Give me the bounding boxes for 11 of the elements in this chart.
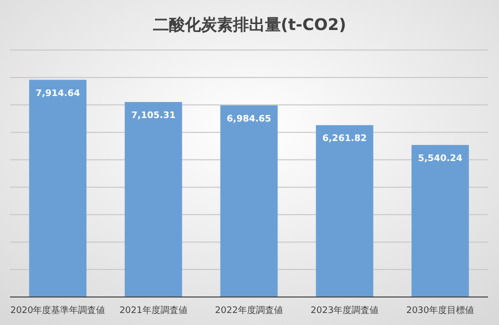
data-label: 6,984.65 [226, 114, 272, 124]
x-tick-label: 2022年度調査値 [215, 305, 283, 316]
data-label: 6,261.82 [322, 134, 367, 144]
x-tick-label: 2030年度目標値 [406, 305, 474, 316]
data-label: 7,914.64 [36, 88, 80, 99]
data-label: 5,540.24 [418, 154, 462, 164]
x-tick-label: 2023年度調査値 [310, 305, 379, 316]
data-label: 7,105.31 [131, 111, 176, 121]
x-tick-label: 2021年度調査値 [119, 305, 188, 316]
x-tick-label: 2020年度基準年調査値 [10, 305, 106, 316]
chart-title: 二酸化炭素排出量(t-CO2) [152, 15, 346, 34]
